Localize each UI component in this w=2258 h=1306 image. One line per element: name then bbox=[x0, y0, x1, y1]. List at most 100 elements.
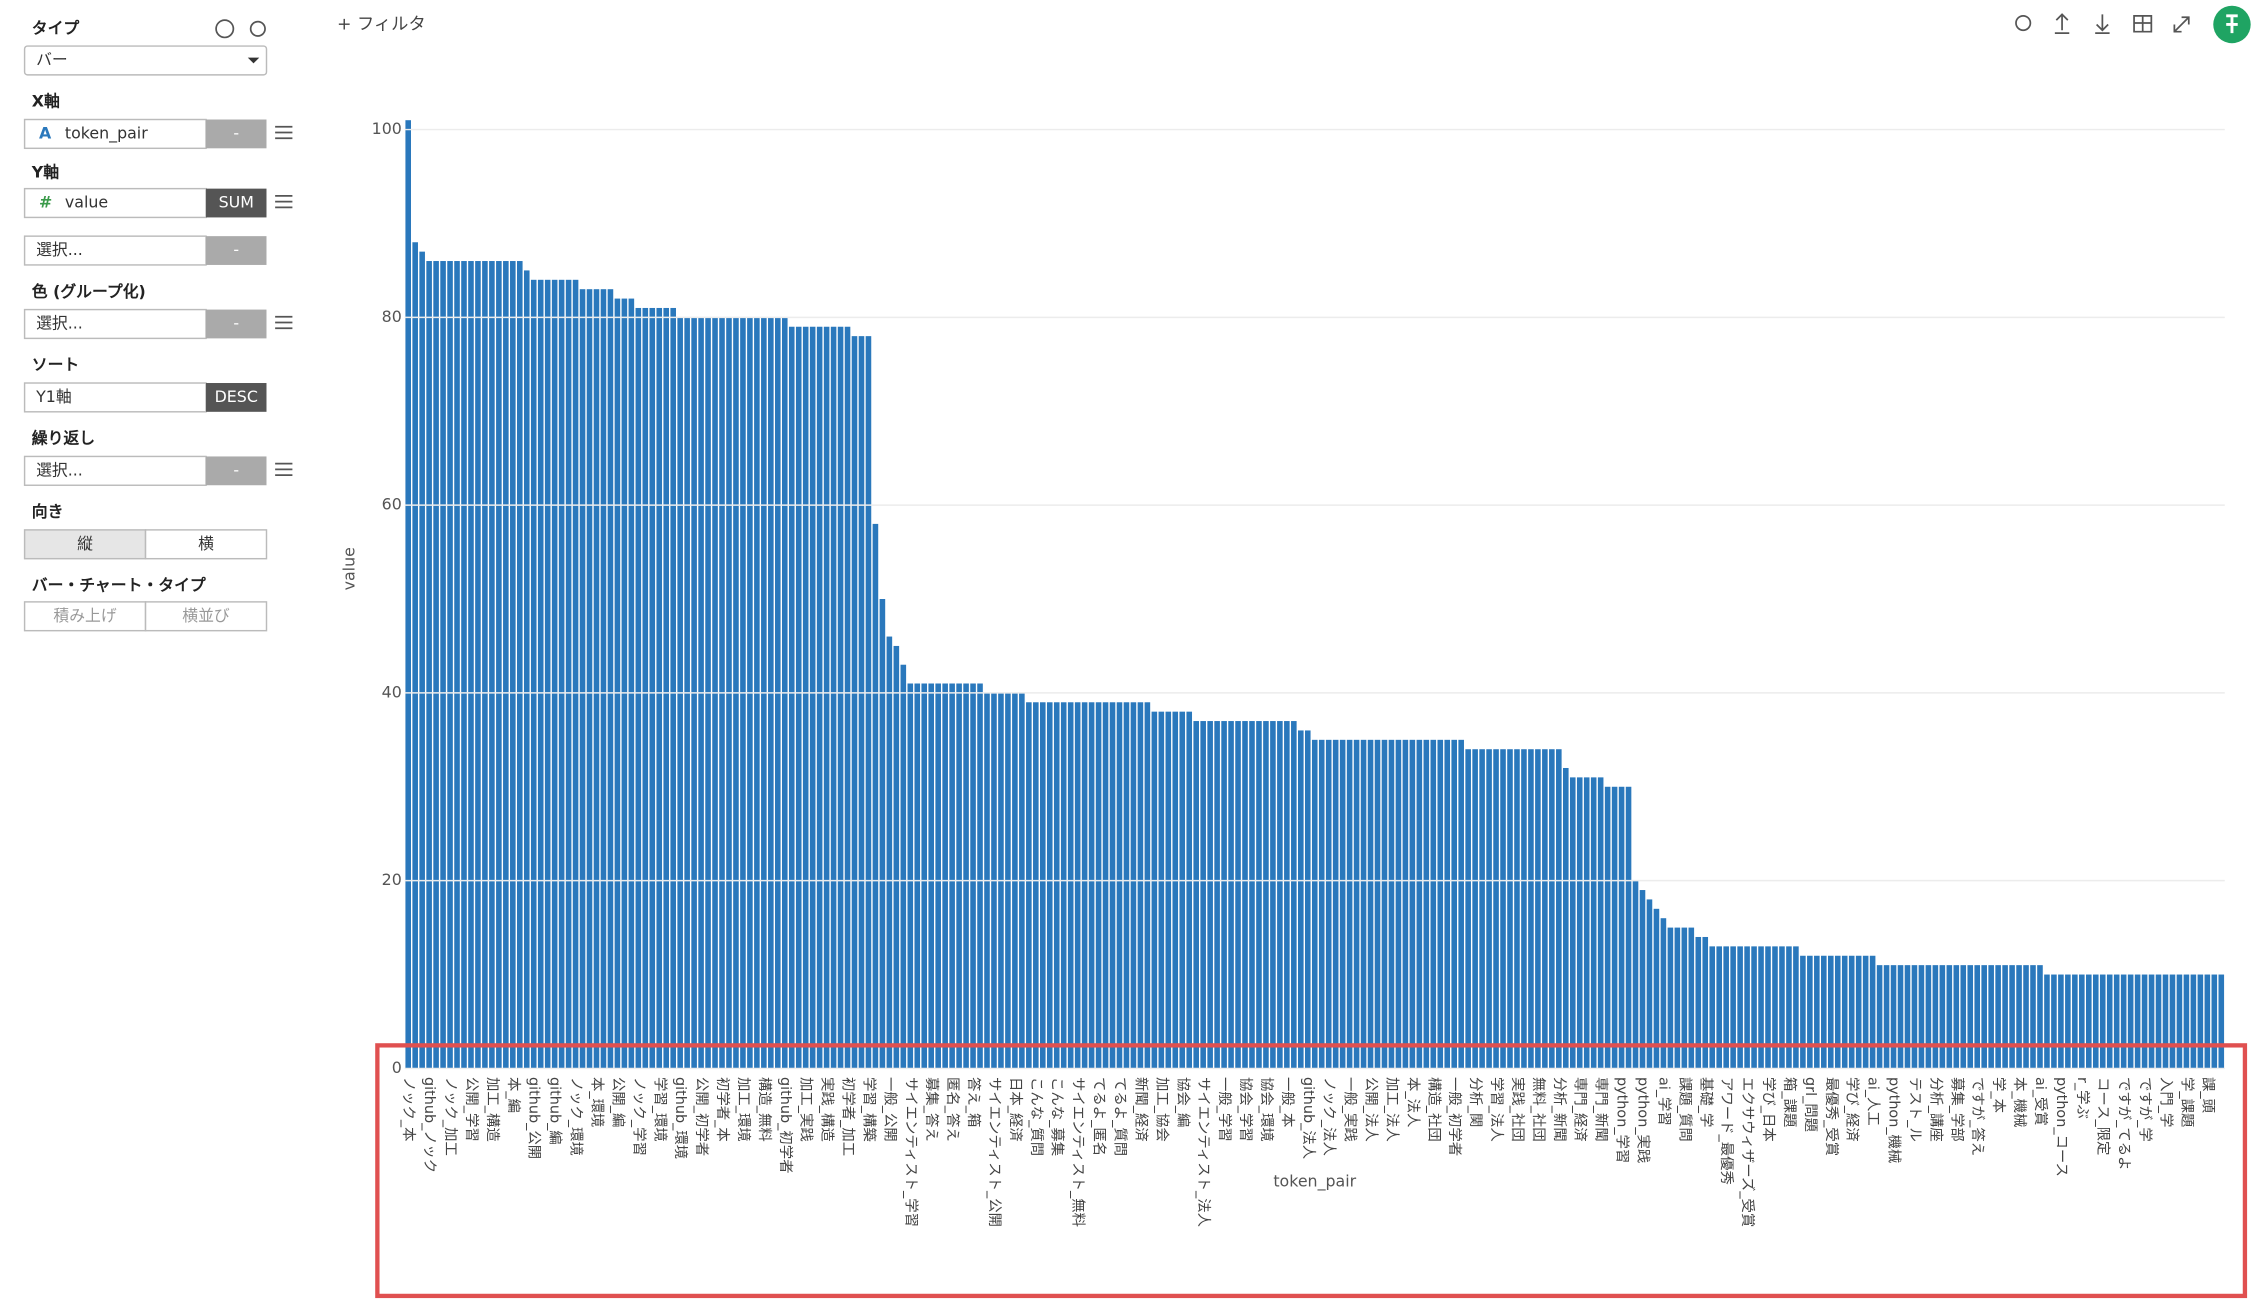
x-tick-label: こんな_募集 bbox=[1049, 1077, 1066, 1156]
comment-icon[interactable] bbox=[2015, 14, 2032, 32]
bar bbox=[503, 261, 509, 1069]
x-tick-label: github_ノック bbox=[421, 1077, 438, 1173]
bar bbox=[1067, 702, 1074, 1069]
x-tick-label: 本_機械 bbox=[2011, 1077, 2028, 1127]
bar bbox=[1535, 749, 1541, 1069]
x-agg[interactable] bbox=[206, 119, 267, 149]
bar bbox=[565, 279, 572, 1069]
bar bbox=[2183, 974, 2190, 1069]
wrap-agg[interactable] bbox=[206, 456, 267, 486]
bar bbox=[2051, 974, 2057, 1069]
download-icon[interactable] bbox=[2095, 14, 2110, 34]
x-tick-label: 加工_環境 bbox=[735, 1077, 753, 1142]
x-tick-label: 学び_経済 bbox=[1844, 1077, 1861, 1142]
x-tick-label: ノック_環境 bbox=[568, 1077, 586, 1156]
bar bbox=[2204, 974, 2211, 1069]
bar bbox=[1521, 749, 1527, 1069]
bar bbox=[412, 242, 418, 1069]
bar-type-side[interactable] bbox=[144, 601, 268, 632]
bar bbox=[433, 261, 439, 1069]
x-tick-label: 実践_社団 bbox=[1509, 1077, 1526, 1142]
x-tick-label: ai_学習 bbox=[1655, 1077, 1672, 1126]
bar bbox=[1053, 702, 1060, 1069]
bar bbox=[1569, 777, 1576, 1069]
bar bbox=[1360, 739, 1367, 1069]
y-field[interactable] bbox=[23, 187, 207, 219]
bar bbox=[2037, 965, 2043, 1069]
x-tick-label: テスト_ル bbox=[1906, 1077, 1922, 1142]
bar bbox=[1821, 955, 1827, 1069]
type-dropdown[interactable] bbox=[23, 45, 268, 76]
x-tick-label: python_実践 bbox=[1634, 1077, 1651, 1163]
bar bbox=[454, 261, 460, 1069]
bar bbox=[2148, 974, 2155, 1069]
bar bbox=[1702, 936, 1709, 1069]
bar bbox=[837, 326, 844, 1069]
y-tick-label: 20 bbox=[382, 870, 402, 889]
x-tick-label: アワード_最優秀 bbox=[1718, 1077, 1735, 1185]
x-tick-label: 分析_新聞 bbox=[1551, 1077, 1568, 1142]
expand-icon[interactable] bbox=[2173, 16, 2190, 33]
bar bbox=[1932, 965, 1939, 1069]
bar bbox=[2169, 974, 2176, 1069]
filter-button[interactable]: + フィルタ bbox=[337, 14, 426, 34]
x-tick-label: github_法人 bbox=[1300, 1077, 1317, 1159]
orientation-vertical[interactable] bbox=[23, 529, 147, 560]
bar bbox=[1639, 890, 1646, 1069]
menu-icon[interactable] bbox=[275, 315, 293, 330]
menu-icon[interactable] bbox=[275, 462, 293, 477]
upload-icon[interactable] bbox=[2054, 13, 2070, 34]
orientation-horizontal[interactable] bbox=[144, 529, 268, 560]
bar bbox=[1325, 739, 1332, 1069]
x-tick-label: github_編 bbox=[547, 1077, 564, 1145]
x-tick-label: github_環境 bbox=[672, 1077, 690, 1159]
bar bbox=[1576, 777, 1583, 1069]
sort-order[interactable] bbox=[206, 383, 267, 412]
bar bbox=[1332, 739, 1339, 1069]
menu-icon[interactable] bbox=[275, 125, 293, 140]
settings-icon[interactable] bbox=[249, 20, 266, 37]
x-tick-label: 課題_質問 bbox=[1676, 1077, 1694, 1142]
extra-select[interactable] bbox=[23, 235, 207, 266]
bar bbox=[977, 683, 983, 1069]
x-tick-label: 協会_環境 bbox=[1258, 1077, 1276, 1142]
bar bbox=[1897, 965, 1904, 1069]
bar bbox=[440, 261, 446, 1069]
bar bbox=[419, 251, 425, 1069]
x-tick-label: 一般_本 bbox=[1279, 1077, 1296, 1127]
x-agg-text: - bbox=[233, 123, 239, 142]
bar bbox=[1395, 739, 1402, 1069]
bar bbox=[1953, 965, 1960, 1069]
y-agg[interactable] bbox=[206, 188, 267, 218]
wrap-select[interactable] bbox=[23, 455, 207, 486]
menu-icon[interactable] bbox=[275, 194, 293, 209]
bar bbox=[1318, 739, 1325, 1069]
y-field-name: value bbox=[65, 193, 108, 212]
bar bbox=[1563, 767, 1569, 1069]
sort-field[interactable] bbox=[23, 382, 207, 413]
bar bbox=[1221, 721, 1227, 1069]
bar bbox=[1151, 711, 1158, 1069]
bar bbox=[1681, 927, 1688, 1069]
bar bbox=[1918, 965, 1925, 1069]
color-agg[interactable] bbox=[206, 309, 267, 339]
sort-label: ソート bbox=[32, 355, 80, 374]
bar bbox=[2127, 974, 2134, 1069]
bar bbox=[963, 683, 969, 1069]
extra-agg[interactable] bbox=[206, 236, 267, 265]
table-icon[interactable] bbox=[2133, 14, 2153, 33]
help-icon[interactable] bbox=[215, 19, 235, 39]
bar bbox=[1869, 955, 1876, 1069]
bar bbox=[1883, 965, 1890, 1069]
color-select[interactable] bbox=[23, 308, 207, 340]
x-tick-label: 無料_社団 bbox=[1530, 1077, 1547, 1142]
sort-order-text: DESC bbox=[215, 387, 258, 406]
x-field[interactable] bbox=[23, 118, 207, 150]
x-tick-label: python_コース bbox=[2053, 1077, 2069, 1177]
bar bbox=[2176, 974, 2183, 1069]
bar bbox=[2086, 974, 2092, 1069]
x-tick-label: ですが_学 bbox=[2137, 1077, 2154, 1142]
bar bbox=[858, 336, 865, 1069]
bar bbox=[489, 261, 495, 1069]
x-tick-label: 学び_日本 bbox=[1760, 1077, 1777, 1142]
